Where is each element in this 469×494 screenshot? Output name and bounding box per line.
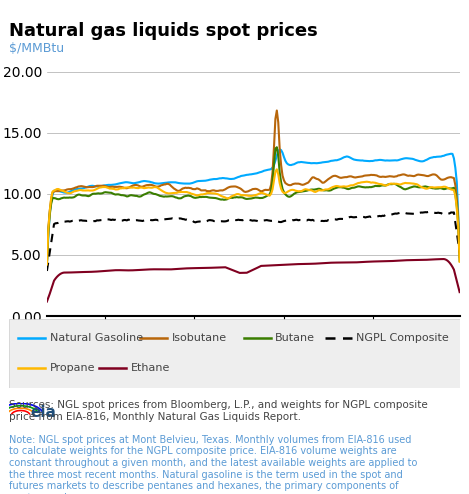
Text: eia: eia <box>30 406 56 420</box>
Text: Natural gas liquids spot prices: Natural gas liquids spot prices <box>9 22 318 40</box>
Text: Sources: NGL spot prices from Bloomberg, L.P., and weights for NGPL composite
pr: Sources: NGL spot prices from Bloomberg,… <box>9 400 428 422</box>
Text: Isobutane: Isobutane <box>172 333 227 343</box>
Text: Propane: Propane <box>50 364 95 373</box>
Text: Natural Gasoline: Natural Gasoline <box>50 333 143 343</box>
Text: Note: NGL spot prices at Mont Belvieu, Texas. Monthly volumes from EIA-816 used
: Note: NGL spot prices at Mont Belvieu, T… <box>9 435 418 494</box>
Text: Butane: Butane <box>275 333 315 343</box>
Text: $/MMBtu: $/MMBtu <box>9 42 65 55</box>
Text: Ethane: Ethane <box>131 364 170 373</box>
Text: NGPL Composite: NGPL Composite <box>356 333 449 343</box>
